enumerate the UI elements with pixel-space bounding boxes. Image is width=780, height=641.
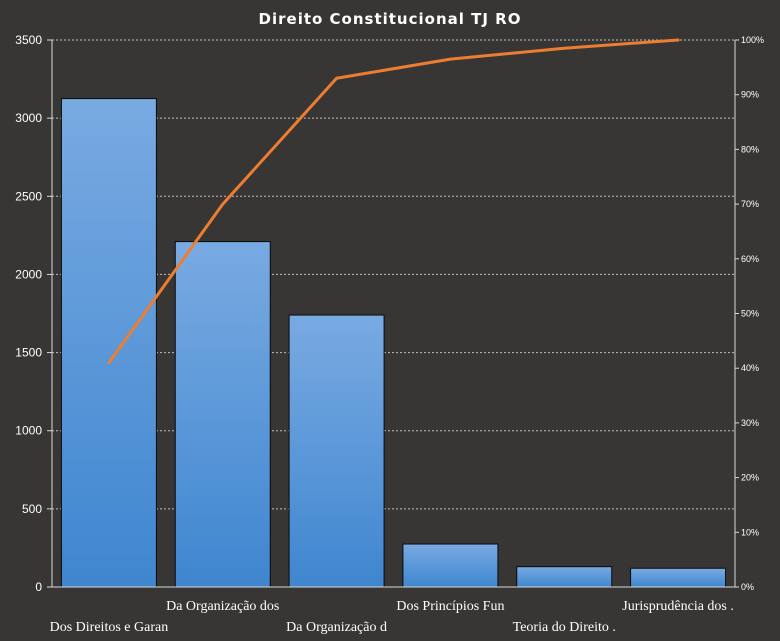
- bar: [288, 314, 385, 588]
- cumulative-line-series: [107, 38, 680, 365]
- x-tick-label: Jurisprudência dos .: [622, 599, 734, 614]
- bar: [402, 543, 499, 588]
- y-tick-label-left: 2500: [15, 189, 42, 203]
- y-tick-label-right: 70%: [741, 199, 759, 209]
- y-tick-label-left: 3500: [15, 33, 42, 47]
- y-axis-right-ticks: 0% 10% 20% 30% 40% 50% 60% 70% 80% 90% 100%: [741, 35, 764, 592]
- y-tick-label-left: 1000: [15, 424, 42, 438]
- y-tick-label-right: 60%: [741, 254, 759, 264]
- x-tick-label: Da Organização d: [286, 620, 387, 635]
- y-tick-label-right: 40%: [741, 363, 759, 373]
- bar: [630, 567, 727, 588]
- bar: [516, 566, 613, 588]
- y-tick-label-right: 100%: [741, 35, 764, 45]
- y-tick-label-right: 50%: [741, 309, 759, 319]
- y-tick-label-left: 3000: [15, 111, 42, 125]
- bar: [60, 98, 157, 588]
- y-tick-label-left: 500: [22, 502, 42, 516]
- y-tick-label-left: 2000: [15, 267, 42, 281]
- y-tick-label-right: 30%: [741, 418, 759, 428]
- gridlines: [52, 39, 735, 510]
- chart-title: Direito Constitucional TJ RO: [259, 10, 522, 28]
- y-tick-label-right: 0%: [741, 582, 754, 592]
- axes: [47, 39, 739, 588]
- bar-series: [60, 98, 727, 588]
- x-tick-label: Teoria do Direito .: [513, 620, 616, 635]
- x-tick-label: Da Organização dos: [166, 599, 279, 614]
- cumulative-line: [107, 38, 680, 365]
- x-axis-ticks: Dos Direitos e Garan Da Organização dos Da…: [50, 599, 734, 635]
- x-tick-label: Dos Princípios Fun: [396, 599, 504, 614]
- y-axis-left-ticks: 0 500 1000 1500 2000 2500 3000 3500: [15, 33, 42, 594]
- y-tick-label-left: 0: [35, 580, 42, 594]
- bar: [174, 241, 271, 588]
- x-tick-label: Dos Direitos e Garan: [50, 620, 169, 635]
- y-tick-label-left: 1500: [15, 346, 42, 360]
- y-tick-label-right: 80%: [741, 144, 759, 154]
- y-tick-label-right: 90%: [741, 90, 759, 100]
- y-tick-label-right: 20%: [741, 473, 759, 483]
- y-tick-label-right: 10%: [741, 527, 759, 537]
